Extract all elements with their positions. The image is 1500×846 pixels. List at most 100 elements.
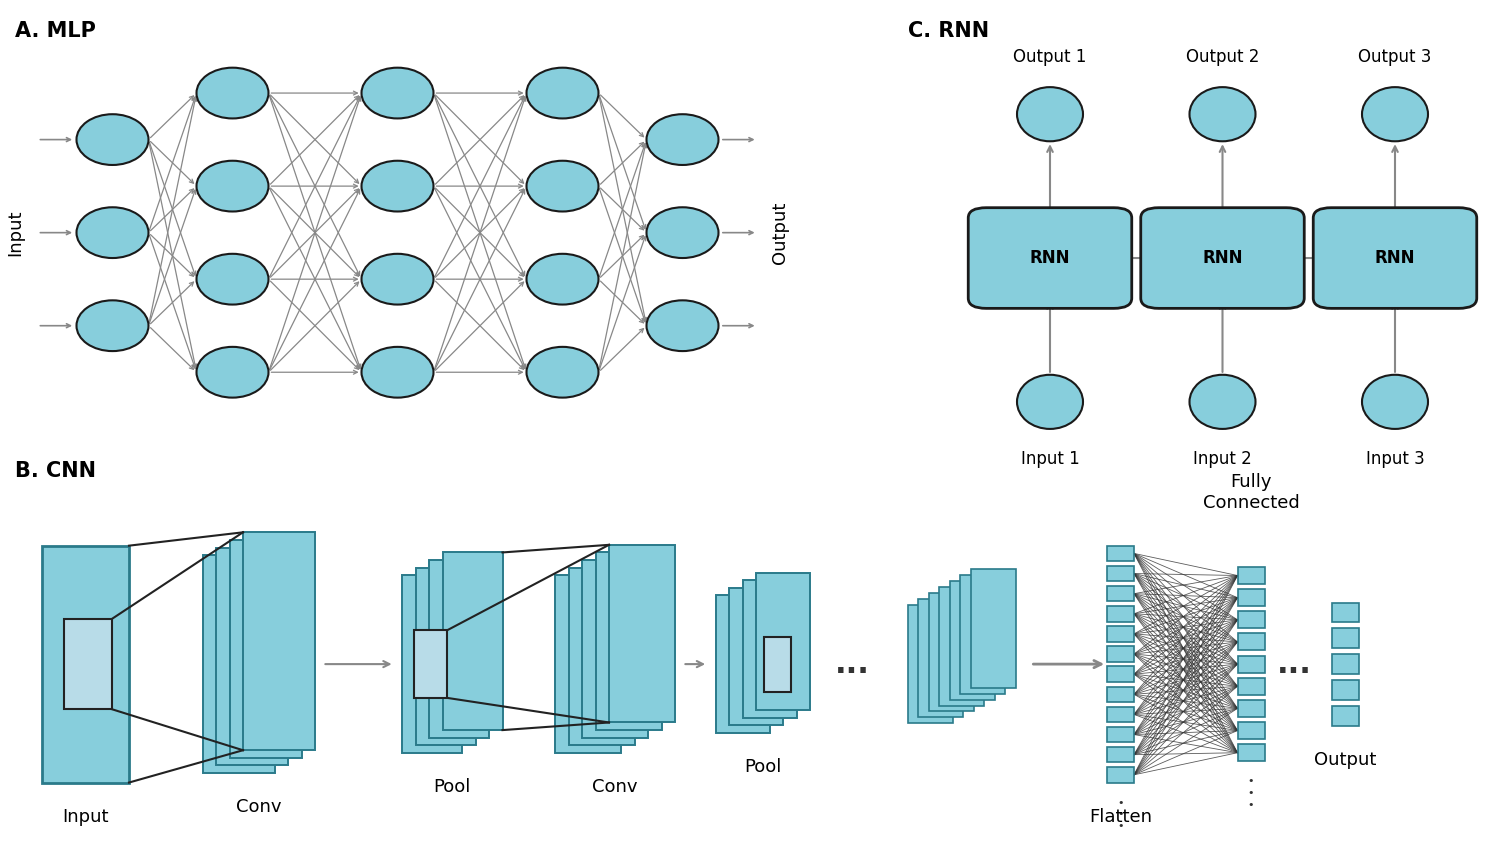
Bar <box>402 575 462 753</box>
Ellipse shape <box>526 347 598 398</box>
FancyBboxPatch shape <box>1140 208 1304 309</box>
FancyBboxPatch shape <box>1314 208 1476 309</box>
Ellipse shape <box>196 68 268 118</box>
Bar <box>1107 767 1134 783</box>
Bar <box>1107 667 1134 682</box>
Text: Input: Input <box>62 808 108 826</box>
Text: Output: Output <box>1314 751 1377 769</box>
Ellipse shape <box>646 207 718 258</box>
Ellipse shape <box>196 254 268 305</box>
Text: B. CNN: B. CNN <box>15 461 96 481</box>
Text: A. MLP: A. MLP <box>15 21 96 41</box>
Bar <box>555 575 621 753</box>
Bar <box>928 593 974 711</box>
Bar <box>1107 606 1134 622</box>
Bar <box>1107 626 1134 641</box>
Text: Input 2: Input 2 <box>1192 450 1252 468</box>
Bar <box>729 588 783 725</box>
Ellipse shape <box>76 207 148 258</box>
Bar <box>764 637 790 691</box>
Text: Output 2: Output 2 <box>1186 48 1258 66</box>
Bar <box>442 552 503 730</box>
Text: •
•
•: • • • <box>1118 798 1124 831</box>
Ellipse shape <box>76 114 148 165</box>
Bar <box>1107 727 1134 742</box>
Bar <box>429 560 489 738</box>
Ellipse shape <box>1362 87 1428 141</box>
Bar <box>1238 656 1264 673</box>
Text: Pool: Pool <box>744 758 782 776</box>
Bar <box>1332 706 1359 726</box>
Bar <box>1107 646 1134 662</box>
Text: Output: Output <box>771 201 789 264</box>
Ellipse shape <box>76 300 148 351</box>
Bar <box>1107 586 1134 602</box>
Bar <box>216 547 288 766</box>
Bar <box>1238 634 1264 651</box>
Ellipse shape <box>362 254 434 305</box>
Ellipse shape <box>362 161 434 212</box>
Bar <box>1107 706 1134 722</box>
Text: Flatten: Flatten <box>1089 808 1152 826</box>
Bar <box>1238 589 1264 607</box>
Text: RNN: RNN <box>1374 249 1416 267</box>
Bar <box>1107 687 1134 702</box>
Bar <box>970 569 1016 688</box>
Text: •
•
•: • • • <box>1248 777 1254 810</box>
Bar <box>1238 722 1264 739</box>
Bar <box>960 575 1005 694</box>
Text: Conv: Conv <box>236 799 282 816</box>
Bar <box>609 545 675 722</box>
Ellipse shape <box>1362 375 1428 429</box>
Text: Pool: Pool <box>433 778 471 796</box>
Bar <box>908 605 952 723</box>
Text: Input 1: Input 1 <box>1020 450 1080 468</box>
Text: Input 3: Input 3 <box>1365 450 1425 468</box>
Bar <box>1238 678 1264 695</box>
Text: Conv: Conv <box>592 778 638 796</box>
FancyBboxPatch shape <box>969 208 1131 309</box>
Bar <box>1107 566 1134 581</box>
Bar <box>742 580 796 717</box>
Bar <box>1332 654 1359 674</box>
Ellipse shape <box>526 68 598 118</box>
Ellipse shape <box>196 347 268 398</box>
Bar <box>1238 567 1264 584</box>
Bar <box>230 540 302 758</box>
Ellipse shape <box>1017 375 1083 429</box>
Bar <box>1238 700 1264 717</box>
Ellipse shape <box>646 300 718 351</box>
Text: Input: Input <box>6 210 24 255</box>
Bar <box>1107 747 1134 762</box>
Text: Fully
Connected: Fully Connected <box>1203 473 1299 512</box>
Bar <box>596 552 662 730</box>
Text: Output 1: Output 1 <box>1014 48 1086 66</box>
Ellipse shape <box>196 161 268 212</box>
Bar <box>63 619 111 709</box>
Bar <box>1238 744 1264 761</box>
Ellipse shape <box>526 161 598 212</box>
Bar <box>416 568 476 745</box>
Bar <box>243 532 315 750</box>
Ellipse shape <box>362 347 434 398</box>
Bar <box>756 573 810 710</box>
Bar <box>950 581 994 700</box>
Ellipse shape <box>646 114 718 165</box>
Bar <box>1332 680 1359 700</box>
Bar <box>414 630 447 698</box>
Bar <box>1238 612 1264 629</box>
Text: ...: ... <box>1276 650 1312 678</box>
Text: ...: ... <box>834 650 870 678</box>
Text: Output 3: Output 3 <box>1359 48 1431 66</box>
Ellipse shape <box>526 254 598 305</box>
Ellipse shape <box>362 68 434 118</box>
Bar <box>582 560 648 738</box>
Bar <box>568 568 634 745</box>
Bar <box>1332 602 1359 623</box>
Bar <box>1332 629 1359 648</box>
Text: RNN: RNN <box>1029 249 1071 267</box>
Bar <box>716 596 770 733</box>
Bar <box>918 599 963 717</box>
Text: RNN: RNN <box>1203 249 1242 267</box>
Text: C. RNN: C. RNN <box>908 21 989 41</box>
